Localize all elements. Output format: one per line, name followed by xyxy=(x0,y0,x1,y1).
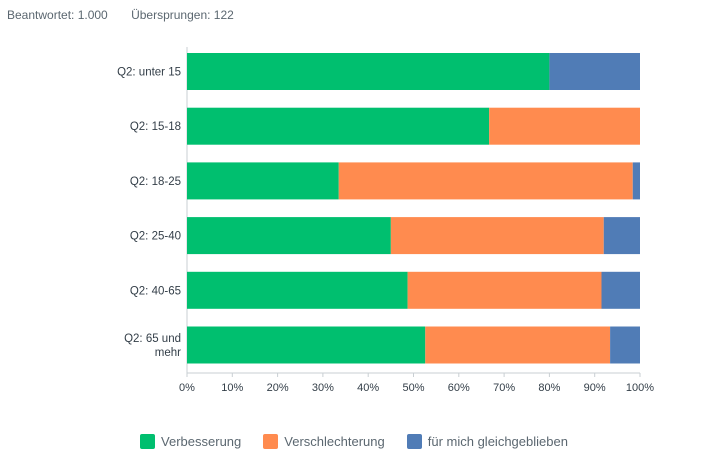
bar-5-segment-2 xyxy=(407,271,602,309)
legend-item-2: Verschlechterung xyxy=(263,434,385,449)
response-stats: Beantwortet: 1.000 Übersprungen: 122 xyxy=(7,8,254,22)
x-tick-label: 0% xyxy=(179,382,195,394)
bar-4-segment-1 xyxy=(187,217,391,255)
bar-6-segment-2 xyxy=(425,326,611,364)
category-label: Q2: 25-40 xyxy=(130,231,181,243)
x-tick-label: 10% xyxy=(221,382,243,394)
chart-legend: Verbesserung Verschlechterung für mich gle… xyxy=(0,434,708,449)
bar-3-segment-2 xyxy=(338,162,633,200)
x-tick-label: 20% xyxy=(267,382,289,394)
legend-swatch xyxy=(140,434,156,449)
bar-2-segment-1 xyxy=(187,107,490,145)
category-label: Q2: 65 und mehr xyxy=(124,333,181,359)
x-tick-label: 90% xyxy=(584,382,606,394)
bar-6-segment-3 xyxy=(610,326,640,364)
bar-5-segment-1 xyxy=(187,271,408,309)
bar-6-segment-1 xyxy=(187,326,426,364)
answered-count: Beantwortet: 1.000 xyxy=(7,8,108,22)
x-tick-label: 100% xyxy=(626,382,654,394)
category-label: Q2: 40-65 xyxy=(130,285,181,297)
category-label: Q2: unter 15 xyxy=(117,67,181,79)
x-tick-label: 30% xyxy=(312,382,334,394)
x-tick-label: 80% xyxy=(538,382,560,394)
legend-swatch xyxy=(263,434,279,449)
bar-4-segment-3 xyxy=(603,217,640,255)
legend-label: Verbesserung xyxy=(161,434,242,449)
bar-5-segment-3 xyxy=(601,271,640,309)
legend-item-1: Verbesserung xyxy=(140,434,241,449)
bar-3-segment-3 xyxy=(632,162,640,200)
category-label: Q2: 15-18 xyxy=(130,121,181,133)
bar-3-segment-1 xyxy=(187,162,339,200)
legend-label: Verschlechterung xyxy=(284,434,385,449)
bar-1-segment-1 xyxy=(187,53,550,90)
skipped-count: Übersprungen: 122 xyxy=(131,8,234,22)
category-label: Q2: 18-25 xyxy=(130,176,181,188)
x-tick-label: 60% xyxy=(448,382,470,394)
x-tick-label: 50% xyxy=(402,382,424,394)
bar-1-segment-3 xyxy=(549,53,640,90)
legend-swatch xyxy=(406,434,422,449)
legend-item-3: für mich gleichgeblieben xyxy=(406,434,568,449)
bar-4-segment-2 xyxy=(390,217,604,255)
x-tick-label: 40% xyxy=(357,382,379,394)
x-tick-label: 70% xyxy=(493,382,515,394)
bar-2-segment-2 xyxy=(489,107,640,145)
legend-label: für mich gleichgeblieben xyxy=(427,434,568,449)
